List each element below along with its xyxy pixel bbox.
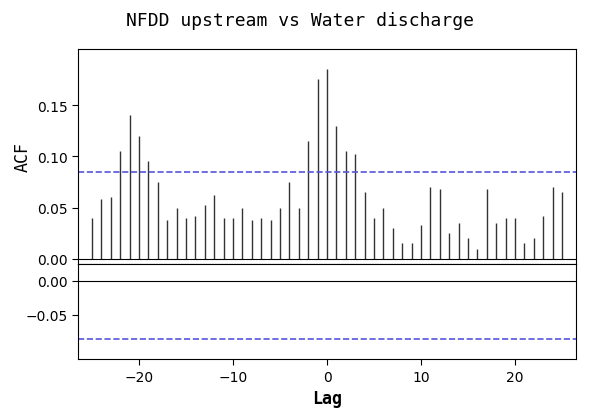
- X-axis label: Lag: Lag: [312, 389, 342, 407]
- Y-axis label: ACF: ACF: [13, 142, 31, 172]
- Text: NFDD upstream vs Water discharge: NFDD upstream vs Water discharge: [126, 12, 474, 30]
